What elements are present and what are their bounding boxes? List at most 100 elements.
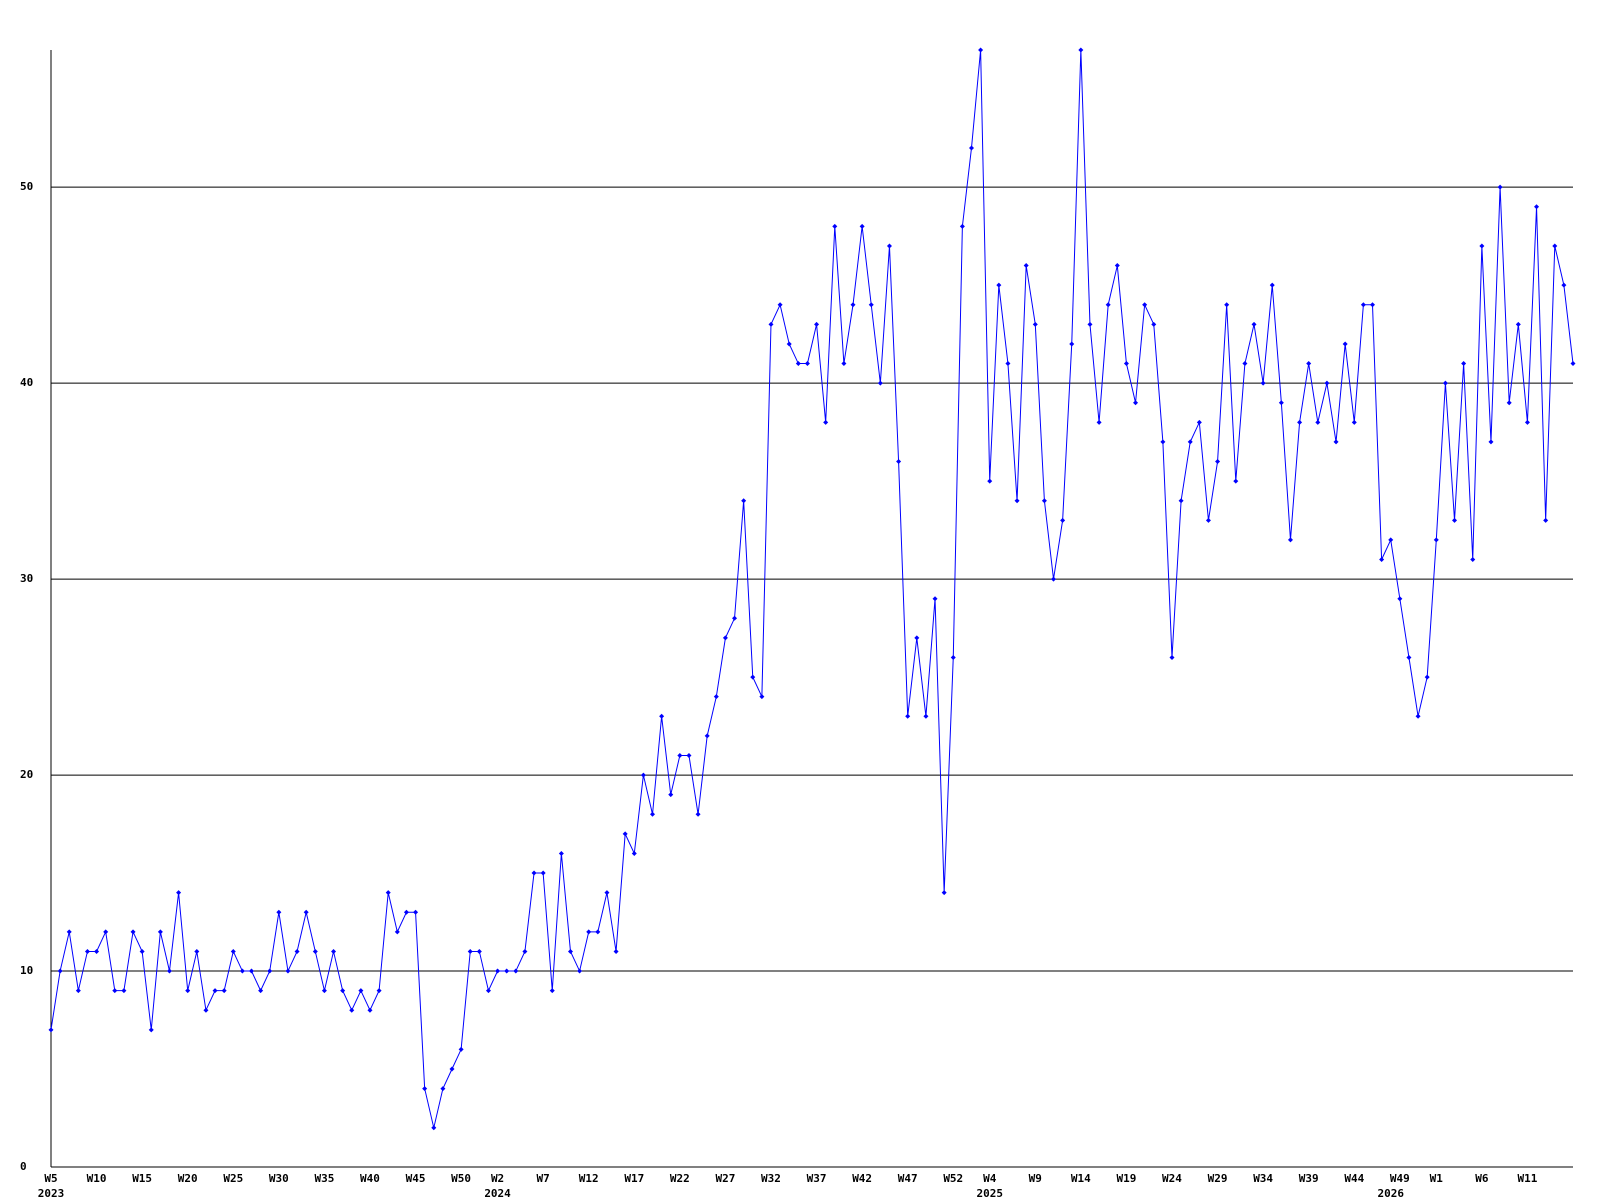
data-point <box>832 223 838 229</box>
data-point <box>1178 498 1184 504</box>
data-point <box>1242 361 1248 367</box>
data-point <box>1133 400 1139 406</box>
data-point <box>1278 400 1284 406</box>
x-tick-label: W39 <box>1299 1172 1319 1185</box>
data-point <box>814 321 820 327</box>
data-point <box>1488 439 1494 445</box>
data-point <box>795 361 801 367</box>
data-point <box>513 968 519 974</box>
data-point <box>978 47 984 53</box>
data-point <box>668 792 674 798</box>
x-tick-label: W14 <box>1071 1172 1091 1185</box>
data-point <box>340 988 346 994</box>
data-point <box>768 321 774 327</box>
data-point <box>285 968 291 974</box>
data-point <box>1515 321 1521 327</box>
data-point <box>1433 537 1439 543</box>
data-point <box>440 1086 446 1092</box>
x-tick-label: W11 <box>1517 1172 1537 1185</box>
data-point <box>112 988 118 994</box>
x-tick-label: W30 <box>269 1172 289 1185</box>
data-point <box>413 909 419 915</box>
x-tick-label: W45 <box>406 1172 426 1185</box>
data-point <box>431 1125 437 1131</box>
data-point <box>577 968 583 974</box>
data-point <box>249 968 255 974</box>
data-point <box>1315 419 1321 425</box>
data-point <box>1379 557 1385 563</box>
data-point <box>923 713 929 719</box>
data-point <box>1151 321 1157 327</box>
data-point <box>294 948 300 954</box>
data-point <box>886 243 892 249</box>
data-point <box>1123 361 1129 367</box>
data-point <box>1023 263 1029 269</box>
data-point <box>1251 321 1257 327</box>
data-point <box>996 282 1002 288</box>
data-point <box>258 988 264 994</box>
data-point <box>57 968 63 974</box>
y-tick-label: 10 <box>20 964 33 977</box>
x-tick-label: W17 <box>624 1172 644 1185</box>
data-point <box>540 870 546 876</box>
data-point <box>176 890 182 896</box>
data-point <box>896 459 902 465</box>
x-tick-label: W7 <box>537 1172 550 1185</box>
data-point <box>777 302 783 308</box>
data-point <box>103 929 109 935</box>
x-tick-label: W25 <box>223 1172 243 1185</box>
x-year-label: 2026 <box>1377 1187 1404 1200</box>
data-point <box>1233 478 1239 484</box>
y-tick-label: 0 <box>20 1160 27 1173</box>
data-point <box>1306 361 1312 367</box>
data-point <box>1069 341 1075 347</box>
data-point <box>1032 321 1038 327</box>
data-point <box>467 948 473 954</box>
x-tick-label: W29 <box>1208 1172 1228 1185</box>
x-tick-label: W20 <box>178 1172 198 1185</box>
data-point <box>1534 204 1540 210</box>
data-point <box>877 380 883 386</box>
data-point <box>549 988 555 994</box>
data-point <box>75 988 81 994</box>
y-tick-label: 30 <box>20 572 33 585</box>
data-point <box>194 948 200 954</box>
data-point <box>66 929 72 935</box>
x-tick-label: W50 <box>451 1172 471 1185</box>
x-year-label: 2025 <box>976 1187 1003 1200</box>
data-point <box>1078 47 1084 53</box>
data-point <box>48 1027 54 1033</box>
data-point <box>358 988 364 994</box>
x-tick-label: W10 <box>87 1172 107 1185</box>
data-point <box>1205 517 1211 523</box>
x-year-label: 2024 <box>484 1187 511 1200</box>
data-point <box>1497 184 1503 190</box>
data-point <box>586 929 592 935</box>
data-point <box>422 1086 428 1092</box>
data-point <box>1060 517 1066 523</box>
data-point <box>1360 302 1366 308</box>
data-point <box>1142 302 1148 308</box>
data-point <box>613 948 619 954</box>
x-tick-label: W1 <box>1430 1172 1444 1185</box>
data-point <box>531 870 537 876</box>
data-point <box>221 988 227 994</box>
data-point <box>458 1046 464 1052</box>
data-point <box>148 1027 154 1033</box>
data-point <box>331 948 337 954</box>
x-tick-label: W6 <box>1475 1172 1489 1185</box>
data-point <box>449 1066 455 1072</box>
data-point <box>558 850 564 856</box>
data-point <box>212 988 218 994</box>
data-point <box>1215 459 1221 465</box>
data-point <box>367 1007 373 1013</box>
data-point <box>1570 361 1576 367</box>
data-point <box>659 713 665 719</box>
data-point <box>1452 517 1458 523</box>
data-point <box>1351 419 1357 425</box>
data-point <box>139 948 145 954</box>
data-point <box>686 752 692 758</box>
data-point <box>759 694 765 700</box>
data-point <box>750 674 756 680</box>
